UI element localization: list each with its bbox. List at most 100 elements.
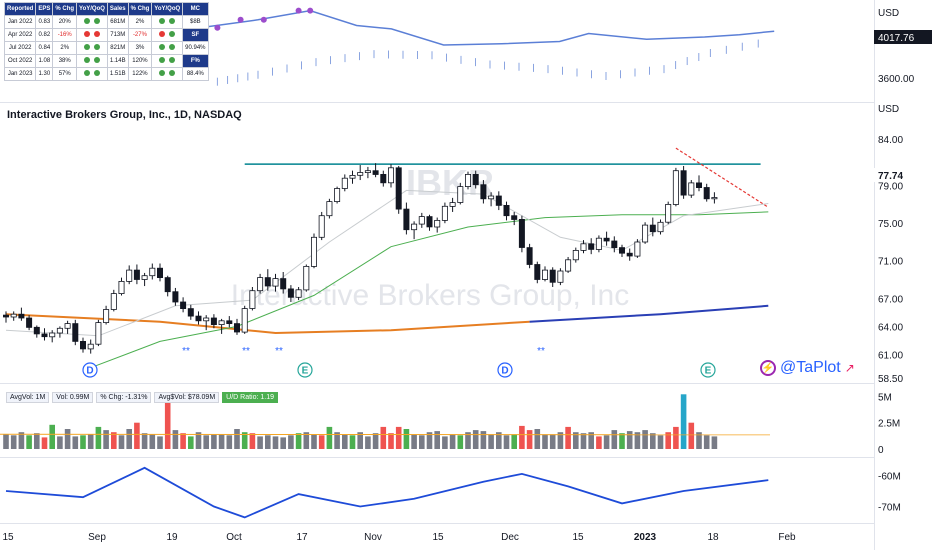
- table-header: % Chg: [52, 2, 78, 16]
- volume-tick-label: 2.5M: [878, 419, 900, 430]
- candle-body: [518, 218, 525, 248]
- volume-bar: [211, 434, 217, 449]
- oscillator-line: [5, 466, 769, 519]
- volume-bar: [326, 426, 333, 449]
- price-tick-label: 84.00: [878, 135, 903, 146]
- table-cell: 821M: [106, 41, 129, 55]
- volume-bar: [619, 433, 625, 449]
- volume-bar: [411, 434, 417, 449]
- candle-body: [218, 320, 225, 325]
- status-dot: [83, 31, 90, 37]
- table-cell: 38%: [52, 54, 78, 68]
- volume-bar: [218, 434, 225, 449]
- candle-body: [326, 201, 333, 217]
- price-tick-label: 79.00: [878, 182, 903, 193]
- candle-body: [472, 173, 479, 186]
- index-last-value: 4017.76: [878, 33, 915, 44]
- status-dot: [169, 18, 176, 24]
- status-dot: [169, 70, 176, 76]
- candle-body: [310, 236, 317, 267]
- x-tick-label: 15: [2, 532, 14, 543]
- candle-body: [264, 277, 271, 287]
- candle-body: [395, 167, 402, 210]
- candle-body: [387, 167, 394, 184]
- candle-body: [495, 195, 502, 206]
- volume-bar: [111, 432, 117, 449]
- volume-bar: [303, 432, 310, 449]
- volume-tick-label: 0: [878, 445, 884, 456]
- price-tick-label: 75.00: [878, 219, 903, 230]
- candle-body: [565, 259, 572, 272]
- candle-body: [249, 290, 256, 309]
- event-marker-circle: [297, 362, 313, 378]
- status-dot: [169, 57, 176, 63]
- event-marker-label: D: [86, 366, 93, 377]
- volume-bar: [673, 426, 679, 449]
- x-tick-label: 15: [432, 532, 444, 543]
- volume-bar: [334, 432, 340, 449]
- volume-bar: [72, 436, 79, 449]
- table-header: Reported: [3, 2, 37, 16]
- price-last-badge: [874, 168, 932, 182]
- status-dot: [159, 70, 166, 76]
- ud-ratio-label: U/D Ratio: 1.19: [222, 392, 279, 403]
- volume-bar: [650, 433, 656, 449]
- volume-bar: [388, 433, 394, 449]
- event-marker-circle: [82, 362, 98, 378]
- table-cell: 0.82: [35, 28, 54, 42]
- candle-body: [149, 267, 156, 277]
- table-cell: Apr 2022: [3, 28, 37, 42]
- volume-bar: [87, 434, 94, 449]
- candle-body: [141, 275, 148, 280]
- volume-bar: [357, 432, 363, 449]
- volume-bar: [272, 436, 279, 449]
- candle-body: [411, 223, 418, 231]
- candle-body: [318, 215, 325, 238]
- price-tick-label: 64.00: [878, 322, 903, 333]
- x-tick-label: Dec: [501, 532, 519, 543]
- candle-body: [634, 241, 641, 257]
- volume-bar: [18, 432, 25, 449]
- volume-bar: [118, 435, 125, 449]
- candle-body: [526, 247, 533, 265]
- lightning-icon: ⚡: [760, 360, 776, 376]
- volume-bar: [542, 434, 548, 449]
- volume-bar: [534, 429, 541, 449]
- volume-bar: [596, 436, 602, 449]
- status-dot: [169, 31, 176, 37]
- chart-title: Interactive Brokers Group, Inc., 1D, NAS…: [7, 109, 242, 121]
- trend-arrow-icon: ↗: [844, 361, 855, 375]
- status-dot: [159, 57, 166, 63]
- status-dot: [83, 70, 90, 76]
- table-cell: [151, 15, 184, 29]
- pane-divider: [0, 383, 874, 384]
- table-header: % Chg: [127, 2, 153, 16]
- table-cell: 2%: [127, 15, 153, 29]
- candle-body: [449, 202, 456, 207]
- axis-divider: [874, 0, 875, 550]
- x-tick-label: Nov: [364, 532, 382, 543]
- table-cell: [76, 54, 108, 68]
- volume-bar: [580, 433, 587, 449]
- table-header: YoY/QoQ: [76, 2, 108, 16]
- candle-body: [580, 243, 587, 251]
- candle-body: [403, 208, 410, 231]
- star-marker: **: [182, 346, 190, 357]
- candle-body: [295, 289, 302, 298]
- event-marker-circle: [700, 362, 716, 378]
- candle-body: [380, 173, 387, 184]
- volume-bar: [395, 426, 402, 449]
- table-cell: 88.4%: [182, 67, 209, 81]
- index-highlight-dot: [307, 7, 314, 14]
- volume-bar: [149, 434, 156, 449]
- status-dot: [83, 57, 90, 63]
- table-row: Jul 2022 0.84 2% 821M 3% 90.94%: [3, 41, 209, 55]
- price-tick-label: 71.00: [878, 257, 903, 268]
- candle-body: [542, 269, 549, 280]
- volume-stats-bar: AvgVol: 1M Vol: 0.99M % Chg: -1.31% Avg$…: [6, 392, 279, 403]
- volume-bar: [295, 433, 302, 449]
- candle-body: [287, 288, 294, 298]
- status-dot: [159, 31, 166, 37]
- avg-vol-label: AvgVol: 1M: [6, 392, 50, 403]
- volume-bar: [365, 436, 371, 449]
